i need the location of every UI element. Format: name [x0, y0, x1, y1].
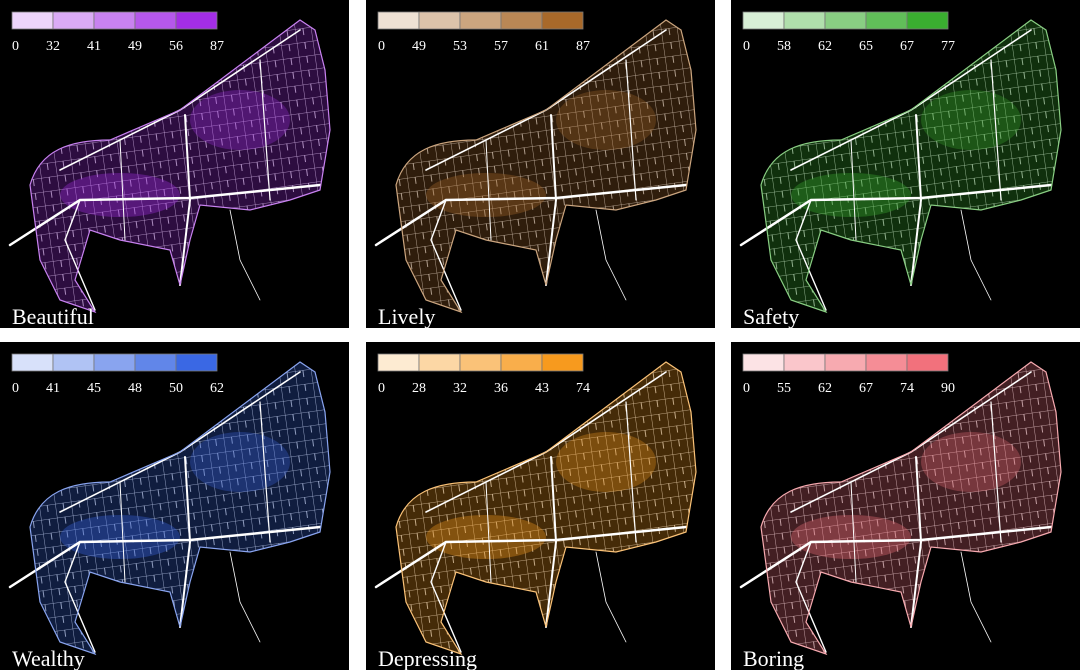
legend-tick-label: 49 — [128, 39, 142, 54]
legend-tick-label: 0 — [12, 381, 19, 396]
hotspot — [60, 173, 180, 217]
legend-box — [906, 11, 949, 30]
legend-tick-label: 43 — [535, 381, 549, 396]
hotspot — [426, 173, 546, 217]
legend-tick-label: 56 — [169, 39, 183, 54]
map-panel: 0 41 45 48 50 62 Wealthy — [0, 342, 349, 670]
legend-box — [459, 11, 502, 30]
legend-box — [52, 353, 95, 372]
map-panel: 0 58 62 65 67 77 Safety — [731, 0, 1080, 329]
legend-box — [783, 353, 826, 372]
legend-tick-label: 41 — [46, 381, 60, 396]
legend-box — [418, 11, 461, 30]
map-panel: 0 49 53 57 61 87 Lively — [366, 0, 715, 329]
legend-tick-label: 67 — [900, 39, 914, 54]
hotspot — [556, 90, 656, 150]
legend-box — [865, 353, 908, 372]
legend-box — [52, 11, 95, 30]
legend-tick-label: 32 — [453, 381, 467, 396]
legend-tick-label: 77 — [941, 39, 955, 54]
legend-tick-label: 45 — [87, 381, 101, 396]
panel-label: Depressing — [378, 646, 477, 670]
street-map — [739, 361, 1062, 655]
legend-tick-label: 0 — [378, 39, 385, 54]
legend-tick-label: 62 — [818, 39, 832, 54]
legend-tick-label: 65 — [859, 39, 873, 54]
legend-box — [865, 11, 908, 30]
legend-box — [906, 353, 949, 372]
legend-tick-label: 0 — [743, 381, 750, 396]
legend-box — [11, 11, 54, 30]
map-panel: 0 55 62 67 74 90 Boring — [731, 342, 1080, 670]
legend-tick-label: 50 — [169, 381, 183, 396]
legend-box — [134, 11, 177, 30]
legend-box — [93, 11, 136, 30]
legend-box — [742, 353, 785, 372]
street-map — [739, 19, 1062, 313]
legend-box — [824, 11, 867, 30]
legend-box — [134, 353, 177, 372]
hotspot — [190, 90, 290, 150]
legend-tick-label: 53 — [453, 39, 467, 54]
street-map — [8, 361, 331, 655]
legend-box — [500, 353, 543, 372]
panel-label: Boring — [743, 646, 804, 670]
legend-tick-label: 49 — [412, 39, 426, 54]
legend-box — [541, 11, 584, 30]
legend-tick-label: 32 — [46, 39, 60, 54]
legend-box — [783, 11, 826, 30]
legend-tick-label: 90 — [941, 381, 955, 396]
panel-label: Safety — [743, 304, 799, 329]
legend-tick-label: 36 — [494, 381, 508, 396]
legend-box — [742, 11, 785, 30]
legend-tick-label: 87 — [576, 39, 590, 54]
legend-box — [175, 11, 218, 30]
panel-label: Beautiful — [12, 304, 94, 329]
street-map — [374, 361, 697, 655]
legend-tick-label: 55 — [777, 381, 791, 396]
legend-tick-label: 48 — [128, 381, 142, 396]
legend-tick-label: 28 — [412, 381, 426, 396]
legend-box — [377, 353, 420, 372]
legend-box — [500, 11, 543, 30]
legend-tick-label: 0 — [743, 39, 750, 54]
legend-tick-label: 62 — [818, 381, 832, 396]
legend-box — [93, 353, 136, 372]
hotspot — [556, 432, 656, 492]
legend-tick-label: 62 — [210, 381, 224, 396]
street-map — [374, 19, 697, 313]
legend-box — [418, 353, 461, 372]
map-panel: 0 32 41 49 56 87 Beautiful — [0, 0, 349, 329]
panel-label: Wealthy — [12, 646, 85, 670]
legend-tick-label: 0 — [12, 39, 19, 54]
panel-label: Lively — [378, 304, 435, 329]
hotspot — [190, 432, 290, 492]
hotspot — [791, 515, 911, 559]
hotspot — [791, 173, 911, 217]
legend-tick-label: 61 — [535, 39, 549, 54]
legend-tick-label: 87 — [210, 39, 224, 54]
legend-tick-label: 41 — [87, 39, 101, 54]
hotspot — [921, 432, 1021, 492]
legend-box — [459, 353, 502, 372]
legend-box — [824, 353, 867, 372]
hotspot — [426, 515, 546, 559]
street-map — [8, 19, 331, 313]
legend-tick-label: 74 — [900, 381, 914, 396]
legend-tick-label: 0 — [378, 381, 385, 396]
legend-box — [377, 11, 420, 30]
legend-box — [541, 353, 584, 372]
map-panel: 0 28 32 36 43 74 Depressing — [366, 342, 715, 670]
legend-tick-label: 67 — [859, 381, 873, 396]
legend-tick-label: 57 — [494, 39, 508, 54]
legend-box — [175, 353, 218, 372]
hotspot — [60, 515, 180, 559]
legend-box — [11, 353, 54, 372]
legend-tick-label: 58 — [777, 39, 791, 54]
hotspot — [921, 90, 1021, 150]
legend-tick-label: 74 — [576, 381, 590, 396]
